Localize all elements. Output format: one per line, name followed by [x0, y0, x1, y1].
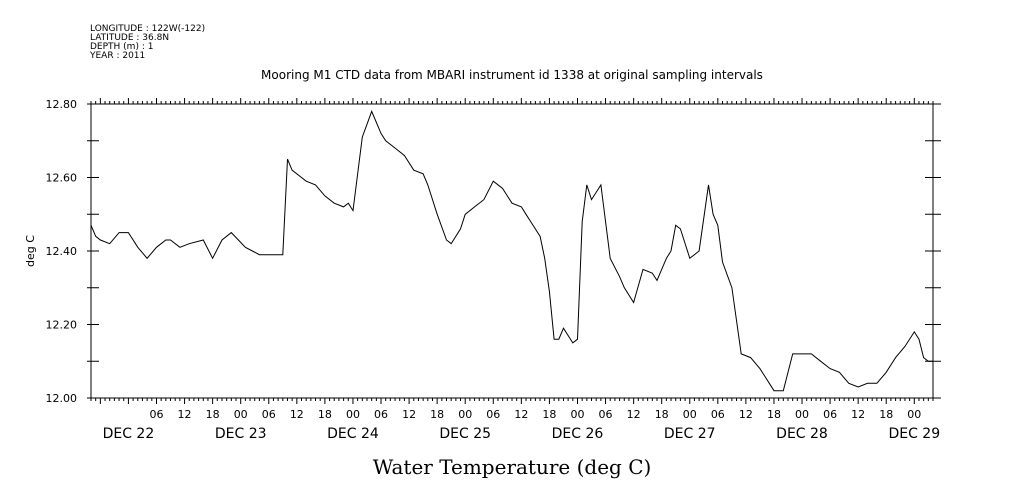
x-hour-tick-label: 12	[178, 408, 192, 421]
meta-longitude: LONGITUDE : 122W(-122)	[90, 24, 205, 34]
x-hour-tick-label: 06	[599, 408, 613, 421]
x-hour-tick-label: 00	[570, 408, 584, 421]
x-hour-tick-label: 18	[318, 408, 332, 421]
x-day-label: DEC 22	[103, 426, 155, 442]
x-hour-tick-label: 12	[851, 408, 865, 421]
y-tick-label: 12.80	[46, 98, 78, 111]
x-hour-tick-label: 00	[234, 408, 248, 421]
x-hour-tick-label: 12	[514, 408, 528, 421]
x-day-label: DEC 27	[664, 426, 716, 442]
x-hour-tick-label: 12	[402, 408, 416, 421]
x-day-label: DEC 26	[552, 426, 604, 442]
x-hour-tick-label: 00	[458, 408, 472, 421]
x-hour-tick-label: 18	[879, 408, 893, 421]
meta-year: YEAR : 2011	[89, 51, 145, 61]
x-day-label: DEC 23	[215, 426, 267, 442]
x-hour-tick-label: 18	[655, 408, 669, 421]
x-hour-tick-label: 06	[149, 408, 163, 421]
y-axis-label: deg C	[24, 235, 37, 267]
x-hour-tick-label: 18	[767, 408, 781, 421]
x-hour-tick-label: 12	[739, 408, 753, 421]
y-tick-label: 12.20	[46, 319, 78, 332]
x-day-label: DEC 24	[327, 426, 379, 442]
series-line	[90, 110, 933, 392]
x-axis-label: Water Temperature (deg C)	[373, 455, 652, 479]
x-hour-tick-label: 18	[542, 408, 556, 421]
y-tick-label: 12.00	[46, 392, 78, 405]
x-hour-tick-label: 00	[795, 408, 809, 421]
meta-depth: DEPTH (m) : 1	[90, 42, 153, 52]
x-day-label: DEC 29	[888, 426, 940, 442]
chart-title: Mooring M1 CTD data from MBARI instrumen…	[261, 68, 763, 82]
x-hour-tick-label: 00	[683, 408, 697, 421]
x-tick-labels: 06 12 18 00 06 12 18 00 06 12 18 00 06 12 18 00 06 12 18 00…	[103, 408, 941, 442]
y-tick-label: 12.60	[46, 172, 78, 185]
axis-ticks	[87, 98, 941, 404]
x-hour-tick-label: 18	[206, 408, 220, 421]
x-hour-tick-label: 00	[346, 408, 360, 421]
x-hour-tick-label: 06	[374, 408, 388, 421]
x-hour-tick-label: 06	[823, 408, 837, 421]
metadata-block: LONGITUDE : 122W(-122) LATITUDE : 36.8N …	[89, 24, 205, 61]
x-day-label: DEC 25	[439, 426, 491, 442]
x-hour-tick-label: 06	[262, 408, 276, 421]
x-day-label: DEC 28	[776, 426, 828, 442]
x-hour-tick-label: 12	[627, 408, 641, 421]
x-hour-tick-label: 18	[430, 408, 444, 421]
meta-latitude: LATITUDE : 36.8N	[90, 33, 169, 43]
x-hour-tick-label: 00	[907, 408, 921, 421]
x-hour-tick-label: 06	[711, 408, 725, 421]
plot-frame	[90, 103, 934, 399]
x-hour-tick-label: 06	[486, 408, 500, 421]
y-tick-labels: 12.00 12.20 12.40 12.60 12.80	[46, 98, 78, 405]
x-hour-tick-label: 12	[290, 408, 304, 421]
y-tick-label: 12.40	[46, 245, 78, 258]
